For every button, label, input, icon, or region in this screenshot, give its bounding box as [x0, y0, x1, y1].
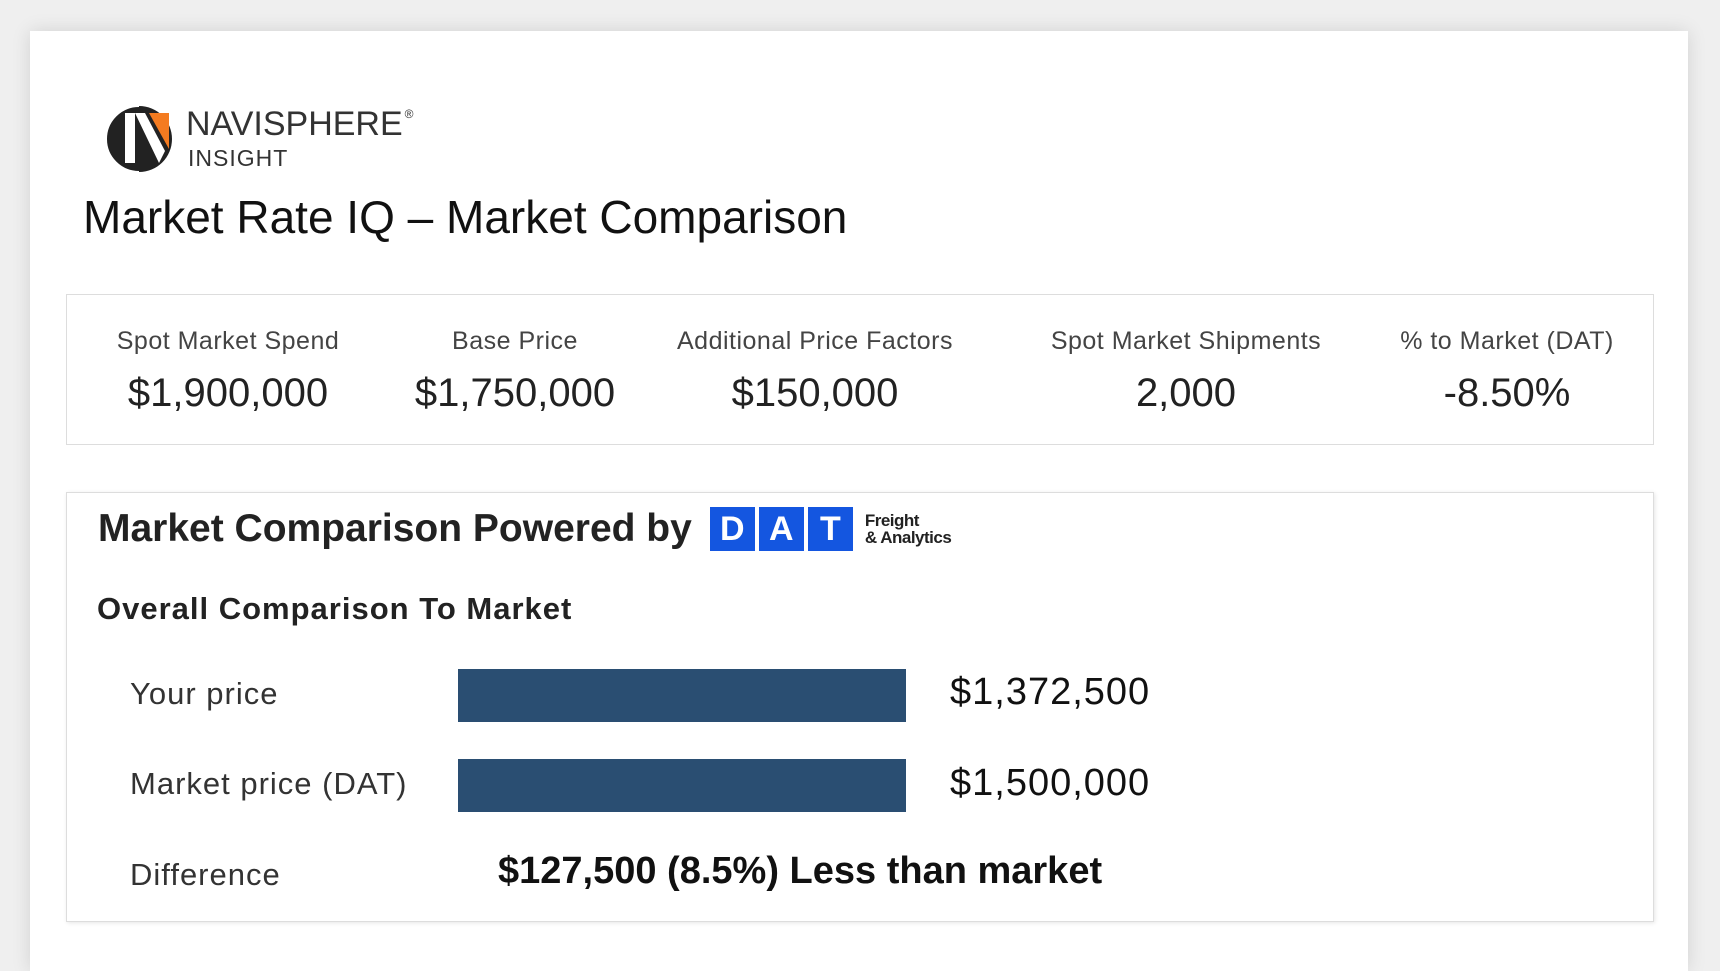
comparison-subtitle: Overall Comparison To Market [97, 591, 573, 626]
logo-brand: NAVISPHERE [186, 105, 403, 143]
dat-line1: Freight [864, 511, 920, 530]
dat-letter: T [807, 507, 853, 551]
stat-value: 2,000 [1135, 371, 1237, 415]
stat-label: Additional Price Factors [676, 327, 953, 355]
stat-label: Spot Market Spend [116, 327, 340, 355]
dat-letter: A [758, 507, 804, 551]
difference-value: $127,500 (8.5%) Less than market [498, 850, 1103, 892]
value-your-price: $1,372,500 [950, 671, 1151, 713]
logo-registered: ® [404, 107, 414, 121]
dat-logo-subtitle: Freight & Analytics [864, 511, 952, 547]
dat-logo: D A T [709, 507, 853, 551]
stat-value: $150,000 [731, 371, 899, 415]
navisphere-logo-icon [105, 105, 172, 173]
stat-label: Base Price [452, 327, 578, 355]
comparison-header: Market Comparison Powered by D A T Freig… [98, 507, 952, 551]
summary-stats-panel: Spot Market Spend $1,900,000 Base Price $1… [66, 294, 1654, 445]
logo-brand-row: NAVISPHERE ® [186, 105, 414, 144]
row-label-market-price: Market price (DAT) [130, 766, 408, 801]
value-market-price: $1,500,000 [950, 762, 1151, 804]
comparison-title: Market Comparison Powered by [98, 507, 692, 550]
page-title: Market Rate IQ – Market Comparison [83, 191, 848, 243]
stat-value: -8.50% [1443, 371, 1571, 415]
stat-value: $1,750,000 [414, 371, 616, 415]
stat-value: $1,900,000 [127, 371, 329, 415]
stat-label: Spot Market Shipments [1050, 327, 1322, 355]
bar-your-price [458, 669, 906, 722]
market-comparison-panel: Market Comparison Powered by D A T Freig… [66, 492, 1654, 922]
logo-product: INSIGHT [188, 145, 289, 171]
bar-market-price [458, 759, 906, 812]
row-label-difference: Difference [130, 857, 281, 892]
row-label-your-price: Your price [130, 676, 279, 711]
dat-letter: D [709, 507, 755, 551]
navisphere-insight-logo: NAVISPHERE ® INSIGHT [103, 101, 463, 177]
dat-line2: & Analytics [864, 528, 952, 547]
stat-label: % to Market (DAT) [1400, 327, 1614, 355]
